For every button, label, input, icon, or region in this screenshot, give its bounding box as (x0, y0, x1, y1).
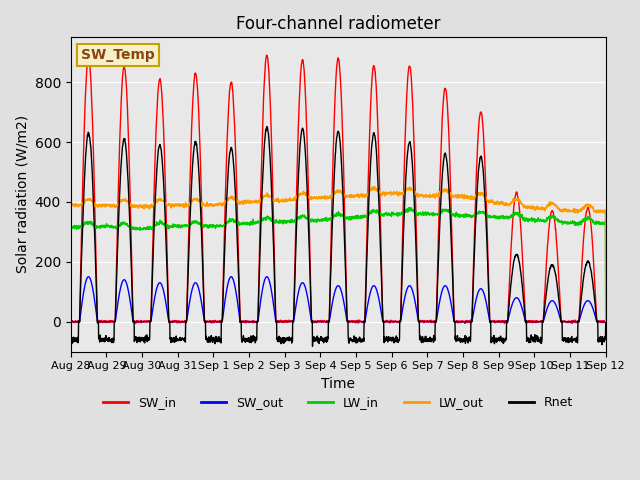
SW_in (354, 319, 362, 324)
SW_out (494, 319, 502, 324)
Line: LW_out: LW_out (70, 187, 605, 321)
SW_in (365, 134, 373, 140)
LW_out (353, 193, 361, 199)
LW_out (365, 190, 373, 195)
SW_out (570, 319, 577, 324)
Y-axis label: Solar radiation (W/m2): Solar radiation (W/m2) (15, 115, 29, 274)
LW_out (555, 206, 563, 212)
SW_out (84, 274, 92, 280)
LW_out (67, 202, 74, 208)
LW_in (365, 212, 373, 217)
Rnet (354, 336, 362, 342)
SW_out (555, 310, 563, 315)
SW_out (365, 294, 373, 300)
SW_in (263, 52, 271, 58)
SW_in (570, 318, 577, 324)
LW_out (602, 318, 609, 324)
Text: SW_Temp: SW_Temp (81, 48, 155, 62)
LW_in (494, 215, 502, 220)
LW_in (67, 226, 74, 231)
Line: LW_in: LW_in (70, 207, 605, 322)
Rnet (365, 183, 373, 189)
Rnet (570, 337, 577, 343)
LW_in (353, 216, 361, 221)
Title: Four-channel radiometer: Four-channel radiometer (236, 15, 440, 33)
SW_in (216, 318, 224, 324)
LW_out (494, 201, 502, 206)
SW_in (602, 318, 609, 324)
Rnet (555, 296, 563, 302)
LW_out (570, 209, 577, 215)
SW_in (132, 321, 140, 326)
LW_in (406, 204, 413, 210)
LW_in (555, 217, 563, 223)
Line: SW_in: SW_in (70, 55, 605, 324)
SW_in (555, 276, 563, 281)
Legend: SW_in, SW_out, LW_in, LW_out, Rnet: SW_in, SW_out, LW_in, LW_out, Rnet (98, 391, 578, 414)
Line: SW_out: SW_out (70, 277, 605, 322)
LW_out (371, 184, 378, 190)
Rnet (308, 343, 316, 349)
Rnet (67, 339, 74, 345)
LW_in (216, 222, 223, 228)
Line: Rnet: Rnet (70, 127, 605, 346)
Rnet (263, 124, 271, 130)
Rnet (216, 339, 223, 345)
SW_in (494, 319, 502, 325)
LW_out (216, 201, 223, 207)
SW_out (67, 319, 74, 324)
Rnet (494, 337, 502, 343)
SW_in (67, 318, 74, 324)
Rnet (602, 320, 609, 326)
SW_out (216, 319, 224, 324)
LW_in (602, 319, 609, 325)
LW_in (570, 220, 577, 226)
SW_out (602, 319, 609, 324)
X-axis label: Time: Time (321, 377, 355, 391)
SW_out (354, 319, 362, 324)
